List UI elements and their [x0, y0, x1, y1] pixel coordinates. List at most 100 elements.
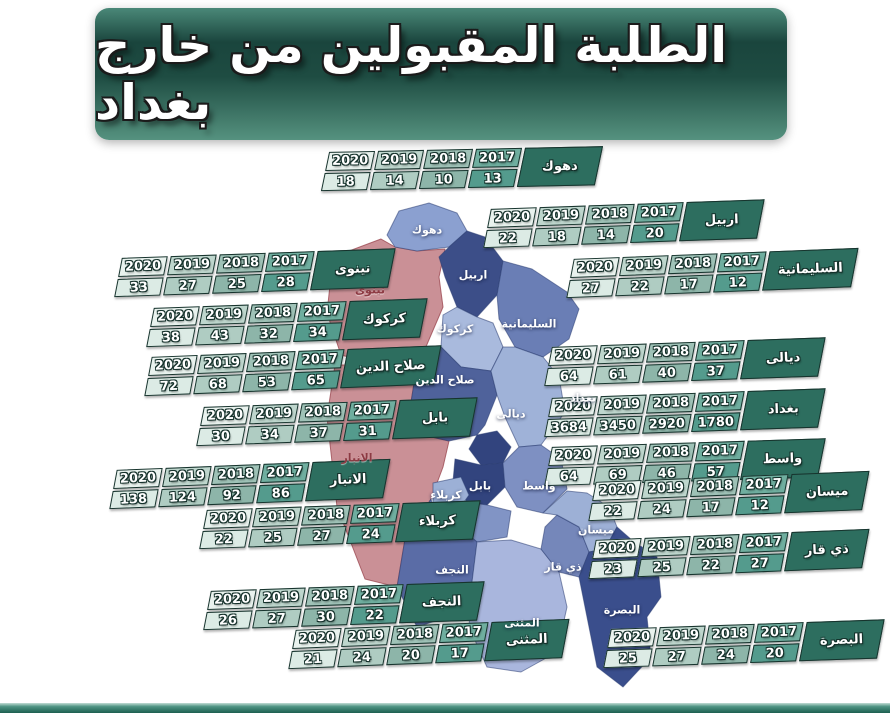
year-header-label: 2018	[652, 395, 690, 412]
year-header-cell: 2019	[619, 255, 669, 277]
gov-table-duhok: 2020 18 2019 14 2018 10 2017 13 دهوك	[320, 146, 604, 192]
year-header-label: 2019	[603, 345, 641, 363]
value-label: 25	[652, 559, 672, 576]
governorate-name-label: ديالى	[765, 350, 801, 367]
page-title: الطلبة المقبولين من خارج بغداد	[95, 17, 728, 131]
value-cell: 64	[544, 466, 594, 487]
year-header-cell: 2017	[438, 622, 489, 644]
governorate-name-cell: المثنى	[484, 618, 570, 662]
value-cell: 21	[288, 649, 338, 670]
year-header-label: 2018	[396, 626, 434, 643]
year-header-label: 2019	[168, 468, 206, 485]
year-header-cell: 2020	[325, 150, 376, 171]
year-header-cell: 2017	[754, 622, 804, 643]
value-label: 27	[267, 610, 287, 627]
governorate-name-cell: كربلاء	[395, 500, 481, 543]
year-header-cell: 2019	[656, 625, 706, 647]
value-label: 27	[667, 648, 687, 665]
value-cell: 3450	[593, 415, 643, 436]
year-header-label: 2020	[576, 259, 614, 276]
year-header-cell: 2019	[199, 304, 249, 326]
value-cell: 32	[244, 323, 294, 344]
value-label: 53	[257, 374, 277, 391]
value-cell: 24	[337, 647, 387, 668]
value-label: 92	[222, 487, 242, 504]
region-erbil	[438, 230, 504, 318]
year-header-cell: 2020	[592, 479, 642, 501]
year-header-label: 2020	[124, 258, 162, 275]
value-label: 24	[352, 649, 372, 666]
value-cell: 18	[320, 172, 371, 192]
value-label: 37	[309, 425, 329, 441]
value-cell: 17	[664, 274, 714, 295]
value-cell: 24	[637, 499, 687, 520]
year-header-label: 2018	[254, 305, 292, 322]
value-cell: 33	[114, 277, 164, 298]
value-label: 22	[630, 278, 650, 295]
year-header-cell: 2018	[211, 464, 261, 486]
year-header-label: 2017	[360, 586, 398, 603]
year-header-label: 2019	[647, 480, 685, 497]
governorate-name-cell: الانبار	[305, 458, 391, 502]
governorate-name-cell: ذي قار	[784, 528, 870, 572]
governorate-name-label: نينوى	[334, 261, 371, 278]
value-label: 22	[603, 503, 623, 520]
year-header-label: 2019	[662, 627, 700, 645]
year-header-label: 2018	[304, 404, 342, 421]
value-cell: 38	[146, 327, 196, 348]
value-label: 30	[211, 428, 231, 445]
year-header-cell: 2020	[592, 537, 642, 559]
year-header-cell: 2020	[570, 257, 620, 278]
year-header-cell: 2017	[265, 251, 315, 272]
value-cell: 25	[248, 527, 298, 548]
value-label: 27	[750, 555, 770, 572]
year-header-cell: 2019	[167, 254, 217, 276]
value-cell: 22	[588, 501, 638, 522]
year-header-label: 2018	[429, 151, 467, 167]
value-cell: 86	[256, 483, 306, 504]
value-label: 12	[728, 274, 748, 291]
region-baghdad	[468, 430, 512, 466]
value-cell: 1780	[691, 412, 741, 433]
year-header-cell: 2017	[259, 462, 310, 484]
value-label: 69	[608, 467, 628, 483]
year-header-cell: 2017	[738, 532, 789, 554]
year-header-cell: 2017	[738, 474, 789, 496]
value-cell: 64	[544, 366, 594, 387]
year-header-cell: 2018	[690, 476, 740, 498]
year-header-label: 2018	[711, 626, 749, 643]
value-cell: 12	[735, 495, 785, 516]
value-label: 30	[316, 609, 336, 625]
year-header-label: 2018	[674, 255, 712, 272]
title-banner: الطلبة المقبولين من خارج بغداد	[95, 8, 787, 140]
year-header-cell: 2019	[252, 506, 302, 528]
year-header-label: 2019	[205, 306, 243, 324]
year-header-cell: 2019	[197, 353, 247, 375]
value-label: 24	[716, 647, 736, 663]
governorate-name-cell: اربيل	[679, 199, 765, 242]
value-cell: 65	[291, 370, 341, 391]
value-cell: 30	[196, 426, 246, 447]
value-label: 10	[434, 171, 453, 188]
value-cell: 37	[294, 422, 344, 443]
year-header-label: 2018	[311, 588, 349, 605]
year-header-cell: 2017	[354, 584, 404, 605]
value-label: 61	[608, 366, 628, 383]
governorate-name-label: السليمانية	[777, 260, 843, 279]
value-label: 17	[701, 499, 721, 516]
value-cell: 20	[630, 223, 680, 244]
year-header-cell: 2017	[695, 440, 745, 462]
year-header-cell: 2018	[690, 534, 740, 556]
year-header-label: 2017	[303, 303, 341, 320]
year-header-cell: 2019	[374, 149, 425, 170]
year-header-cell: 2018	[298, 401, 348, 423]
value-cell: 27	[163, 275, 213, 296]
value-label: 72	[159, 378, 179, 395]
year-header-cell: 2018	[668, 253, 718, 275]
governorate-name-label: كربلاء	[419, 513, 457, 530]
value-cell: 22	[615, 276, 665, 297]
year-header-label: 2017	[271, 253, 309, 270]
value-cell: 34	[245, 424, 295, 445]
year-header-label: 2019	[603, 446, 641, 463]
value-label: 124	[169, 489, 197, 506]
